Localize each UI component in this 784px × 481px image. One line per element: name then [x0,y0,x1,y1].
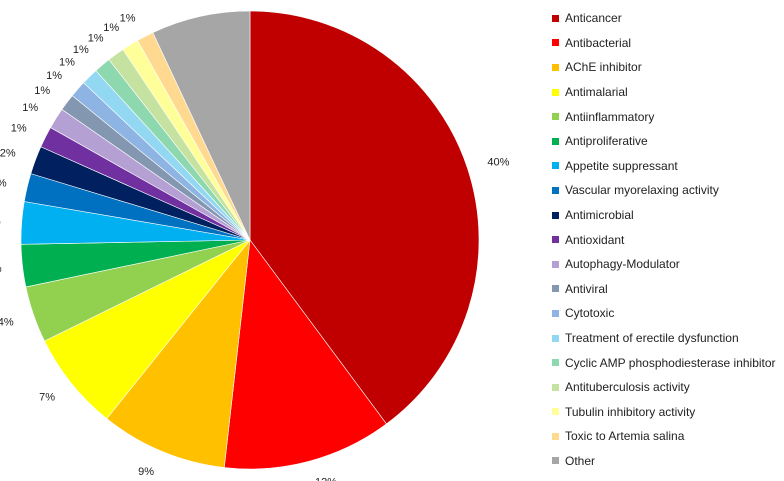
data-label-10: 1% [22,102,38,114]
legend-item-12: Cytotoxic [552,301,782,326]
legend-swatch [552,14,559,22]
legend-item-11: Antiviral [552,277,782,302]
legend-label: Antiproliferative [565,134,648,149]
legend-swatch [552,408,559,416]
legend-swatch [552,236,559,244]
legend-item-6: Appetite suppressant [552,154,782,179]
legend-item-18: Other [552,449,782,474]
legend-item-0: Anticancer [552,6,782,31]
legend-label: Cytotoxic [565,306,615,321]
legend-swatch [552,88,559,96]
legend-item-9: Antioxidant [552,227,782,252]
legend-label: Treatment of erectile dysfunction [565,331,739,346]
legend-item-5: Antiproliferative [552,129,782,154]
data-label-16: 1% [103,22,119,34]
legend-label: Vascular myorelaxing activity [565,183,719,198]
data-label-17: 1% [120,13,136,25]
legend-swatch [552,457,559,465]
chart-legend: Anticancer Antibacterial AChE inhibitor Ant… [552,6,782,473]
pie-slice-2 [106,239,251,468]
pie-data-labels: 40%12%9%7%4%3%3%2%2%1%1%1%1%1%1%1%1%1%7% [0,0,510,481]
legend-swatch [552,285,559,293]
legend-label: Autophagy-Modulator [565,257,680,272]
legend-swatch [552,334,559,342]
legend-item-2: AChE inhibitor [552,55,782,80]
data-label-2: 9% [138,466,154,478]
legend-label: Cyclic AMP phosphodiesterase inhibitor [565,355,776,370]
legend-item-10: Autophagy-Modulator [552,252,782,277]
legend-item-16: Tubulin inhibitory activity [552,400,782,425]
legend-swatch [552,383,559,391]
legend-swatch [552,186,559,194]
legend-label: Antibacterial [565,35,632,50]
legend-swatch [552,309,559,317]
data-label-8: 2% [0,148,16,160]
legend-label: Antiviral [565,281,608,296]
pie-slice-18 [152,10,251,241]
legend-label: Tubulin inhibitory activity [565,404,696,419]
legend-label: Appetite suppressant [565,158,678,173]
legend-swatch [552,39,559,47]
data-label-6: 3% [0,216,1,228]
legend-label: Anticancer [565,11,622,26]
data-label-9: 1% [11,123,27,135]
legend-label: Antimalarial [565,85,628,100]
legend-item-4: Antiinflammatory [552,104,782,129]
data-label-12: 1% [46,70,62,82]
data-label-11: 1% [34,85,50,97]
legend-label: Antioxidant [565,232,625,247]
legend-item-1: Antibacterial [552,31,782,56]
legend-item-7: Vascular myorelaxing activity [552,178,782,203]
data-label-18: 7% [188,0,204,3]
pie-slice-1 [223,239,387,470]
data-label-14: 1% [73,44,89,56]
legend-swatch [552,260,559,268]
legend-item-14: Cyclic AMP phosphodiesterase inhibitor [552,350,782,375]
data-label-0: 40% [487,157,509,169]
legend-item-3: Antimalarial [552,80,782,105]
legend-label: AChE inhibitor [565,60,642,75]
data-label-7: 2% [0,178,7,190]
legend-swatch [552,63,559,71]
legend-swatch [552,137,559,145]
legend-label: Antiinflammatory [565,109,655,124]
legend-label: Other [565,453,596,468]
data-label-5: 3% [0,263,2,275]
legend-label: Antimicrobial [565,208,634,223]
legend-item-13: Treatment of erectile dysfunction [552,326,782,351]
data-label-15: 1% [88,32,104,44]
data-label-3: 7% [39,391,55,403]
pie-slices [20,10,480,470]
legend-label: Toxic to Artemia salina [565,429,685,444]
legend-label: Antituberculosis activity [565,380,690,395]
legend-item-15: Antituberculosis activity [552,375,782,400]
legend-item-8: Antimicrobial [552,203,782,228]
legend-item-17: Toxic to Artemia salina [552,424,782,449]
legend-swatch [552,432,559,440]
legend-swatch [552,211,559,219]
data-label-1: 12% [315,476,337,481]
pie-slice-0 [249,10,480,425]
data-label-4: 4% [0,316,14,328]
legend-swatch [552,359,559,367]
data-label-13: 1% [59,57,75,69]
legend-swatch [552,113,559,121]
legend-swatch [552,162,559,170]
